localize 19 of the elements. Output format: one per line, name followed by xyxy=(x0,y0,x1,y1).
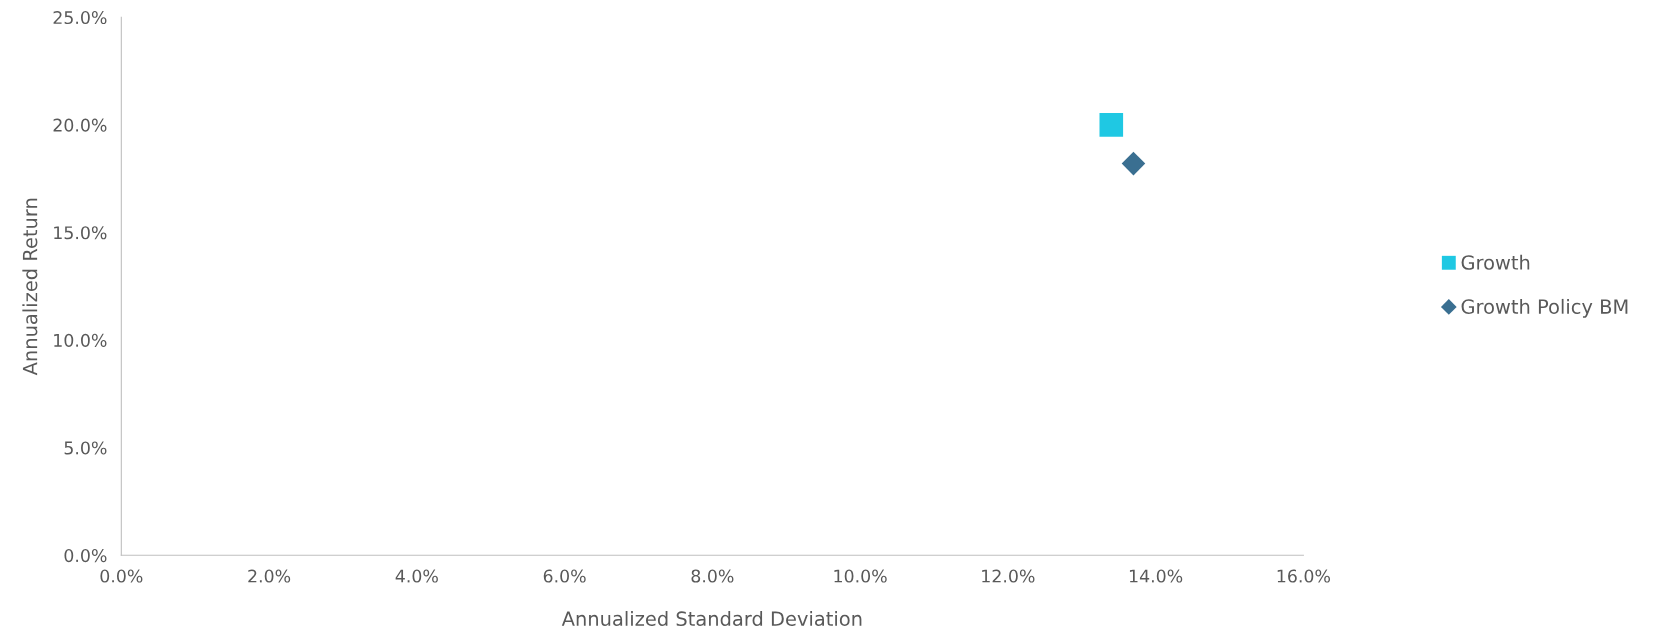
x-tick-label: 10.0% xyxy=(834,569,887,583)
y-tick-label: 20.0% xyxy=(53,118,107,132)
x-tick-label: 12.0% xyxy=(982,569,1035,583)
x-axis-title: Annualized Standard Deviation xyxy=(561,610,862,627)
y-tick-label: 5.0% xyxy=(64,441,107,455)
y-axis-title: Annualized Return xyxy=(22,198,38,376)
x-tick-label: 6.0% xyxy=(543,569,586,583)
legend-label: Growth Policy BM xyxy=(1461,298,1628,318)
legend-label: Growth xyxy=(1461,254,1530,270)
x-tick-label: 2.0% xyxy=(248,569,291,583)
x-tick-label: 4.0% xyxy=(395,569,438,583)
y-tick-label: 25.0% xyxy=(53,10,107,25)
x-tick-label: 0.0% xyxy=(100,569,143,583)
x-tick-label: 8.0% xyxy=(691,569,734,583)
y-tick-label: 0.0% xyxy=(64,549,107,563)
x-tick-label: 14.0% xyxy=(1129,569,1183,583)
x-tick-label: 16.0% xyxy=(1277,569,1330,583)
y-tick-label: 10.0% xyxy=(54,333,107,347)
y-tick-label: 15.0% xyxy=(54,226,107,240)
